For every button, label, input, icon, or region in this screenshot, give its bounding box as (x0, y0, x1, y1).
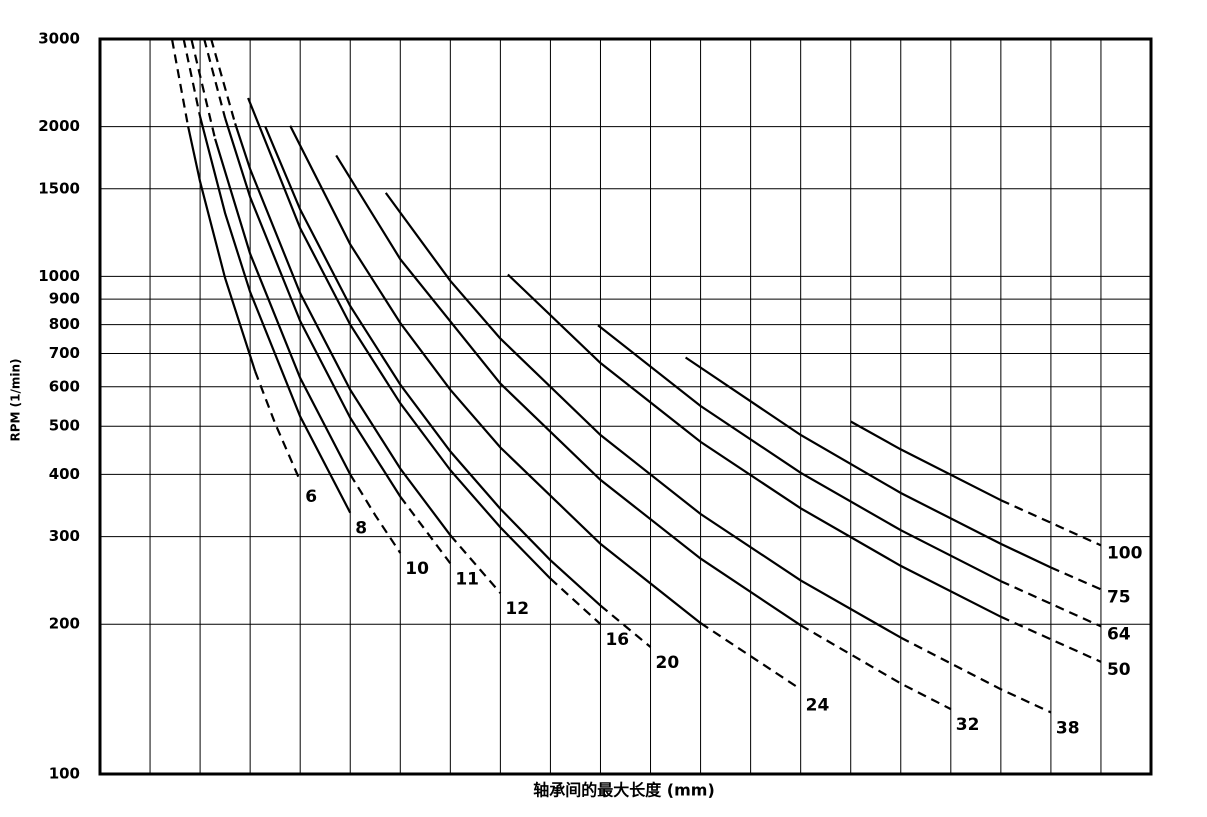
curve-segment (234, 123, 452, 536)
curve-segment (224, 117, 402, 498)
curve-label: 10 (405, 559, 429, 579)
curve-segment (449, 534, 502, 594)
curve-label: 8 (355, 519, 367, 539)
y-tick-label: 1500 (38, 179, 80, 197)
y-tick-label: 1000 (38, 267, 80, 285)
curve-segment (187, 126, 257, 372)
curve-segment (900, 636, 1052, 714)
plot-frame (98, 37, 1153, 776)
curve-segment (171, 39, 190, 127)
curve-label: 75 (1107, 587, 1131, 607)
curve-label: 11 (455, 569, 479, 589)
curve-segment (1000, 580, 1102, 628)
y-tick-label: 200 (49, 615, 80, 633)
curve-segment (384, 192, 902, 639)
curve-segment (335, 154, 802, 627)
y-tick-label: 100 (49, 765, 80, 783)
curve-segment (182, 39, 202, 117)
y-tick-label: 900 (49, 290, 80, 308)
curve-segment (800, 624, 952, 711)
y-tick-label: 300 (49, 527, 80, 545)
x-axis-label: 轴承间的最大长度 (mm) (533, 781, 715, 800)
curve-label: 16 (605, 630, 629, 650)
y-tick-label: 400 (49, 465, 80, 483)
curve-segment (507, 273, 1002, 618)
y-tick-label: 2000 (38, 117, 80, 135)
curve-label: 24 (806, 695, 830, 715)
curve-segment (699, 622, 802, 691)
curve-label: 12 (505, 599, 529, 619)
curve-label: 6 (305, 487, 317, 507)
curve-segment (247, 97, 552, 580)
y-tick-label: 800 (49, 315, 80, 333)
curve-segment (349, 473, 402, 554)
y-tick-label: 600 (49, 377, 80, 395)
curve-label: 38 (1056, 718, 1080, 738)
curve-segment (214, 138, 352, 475)
curve-label: 64 (1107, 624, 1131, 644)
curve-segment (597, 324, 1002, 583)
curve-segment (199, 116, 352, 514)
curve-segment (203, 39, 227, 119)
curve-segment (684, 356, 1052, 569)
curve-segment (599, 604, 652, 648)
curve-label: 32 (956, 715, 980, 735)
curve-segment (549, 577, 602, 626)
curve-segment (210, 39, 237, 124)
curve-segment (264, 125, 602, 607)
y-tick-label: 500 (49, 417, 80, 435)
plot-lines (171, 39, 1102, 714)
curve-segment (190, 39, 217, 140)
y-tick-label: 3000 (38, 30, 80, 48)
curve-segment (1000, 499, 1102, 547)
curve-label: 20 (656, 653, 680, 673)
curve-segment (850, 420, 1002, 502)
curve-segment (254, 370, 302, 482)
y-tick-label: 700 (49, 344, 80, 362)
curve-segment (289, 125, 702, 624)
curve-label: 100 (1107, 543, 1143, 563)
y-axis-label: RPM (1/min) (9, 358, 23, 441)
curve-label: 50 (1107, 660, 1131, 680)
curve-segment (1000, 615, 1102, 663)
curve-segment (399, 495, 452, 565)
curve-segment (1050, 566, 1102, 591)
